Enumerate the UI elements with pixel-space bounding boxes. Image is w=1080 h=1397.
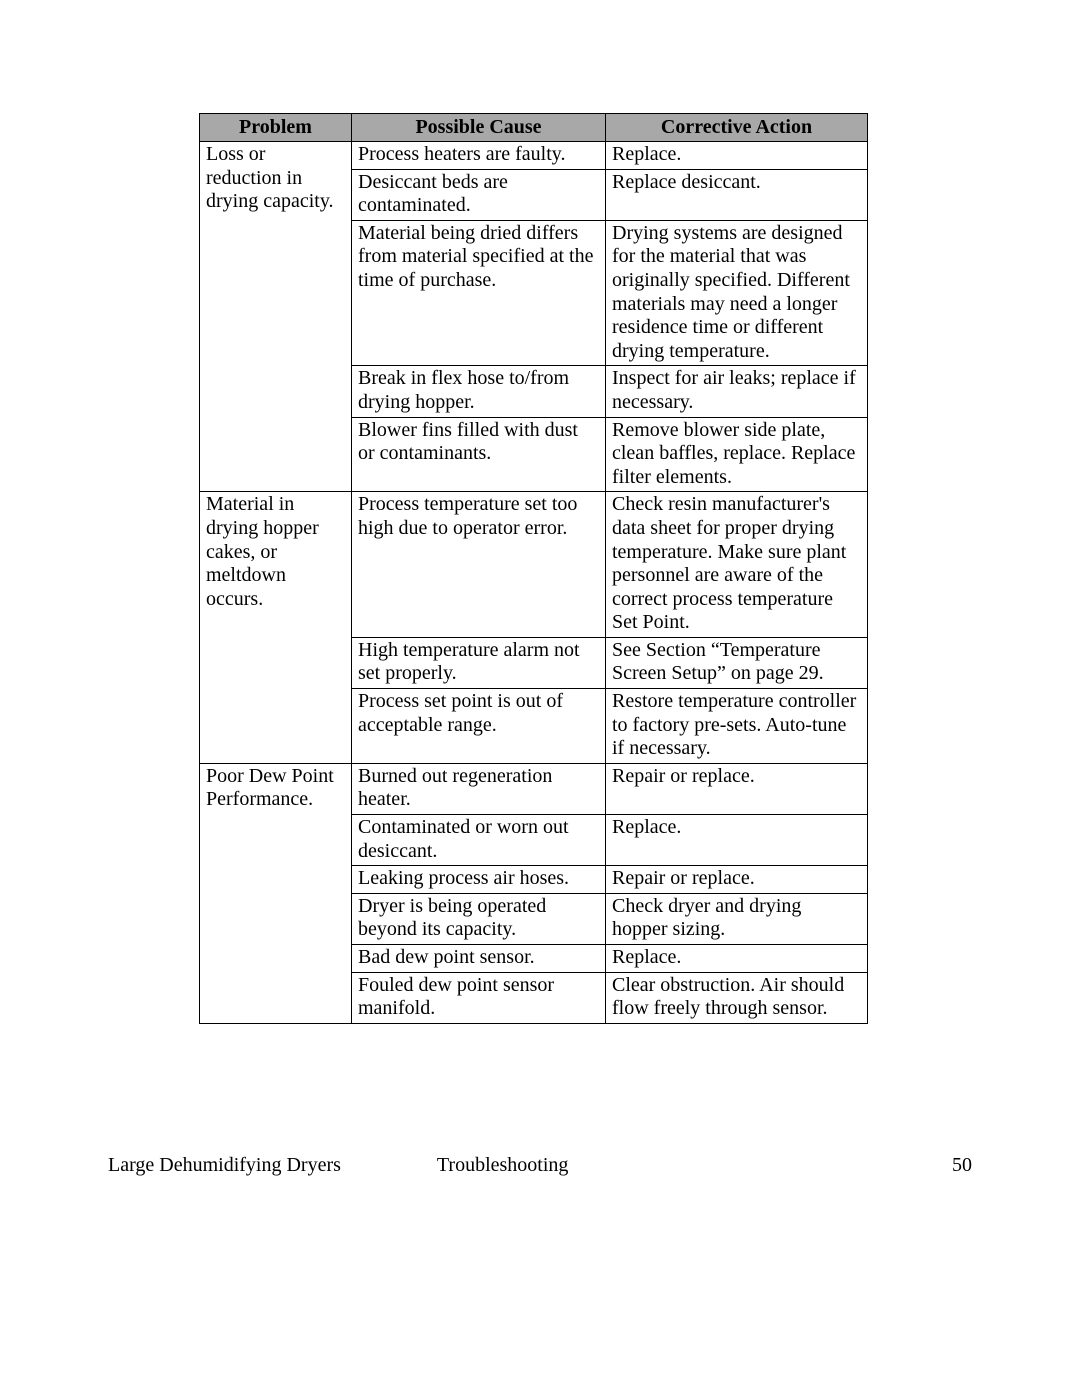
cell-cause: Desiccant beds are contaminated. [352, 169, 606, 220]
footer-page-number: 50 [932, 1154, 972, 1177]
table-row: Loss or reduction in drying capacity.Pro… [200, 142, 868, 170]
cell-cause: Process set point is out of acceptable r… [352, 689, 606, 764]
table-row: Poor Dew Point Performance.Burned out re… [200, 763, 868, 814]
cell-cause: Dryer is being operated beyond its capac… [352, 893, 606, 944]
troubleshooting-table: Problem Possible Cause Corrective Action… [199, 113, 868, 1024]
cell-cause: Process temperature set too high due to … [352, 492, 606, 638]
cell-action: See Section “Temperature Screen Setup” o… [606, 637, 868, 688]
cell-cause: Leaking process air hoses. [352, 866, 606, 894]
col-header-problem: Problem [200, 114, 352, 142]
cell-cause: Break in flex hose to/from drying hopper… [352, 366, 606, 417]
table-body: Loss or reduction in drying capacity.Pro… [200, 142, 868, 1024]
col-header-action: Corrective Action [606, 114, 868, 142]
cell-cause: Burned out regeneration heater. [352, 763, 606, 814]
cell-action: Repair or replace. [606, 763, 868, 814]
cell-action: Inspect for air leaks; replace if necess… [606, 366, 868, 417]
cell-cause: Contaminated or worn out desiccant. [352, 815, 606, 866]
document-page: Problem Possible Cause Corrective Action… [0, 0, 1080, 1397]
col-header-cause: Possible Cause [352, 114, 606, 142]
cell-action: Replace. [606, 945, 868, 973]
cell-action: Check resin manufacturer's data sheet fo… [606, 492, 868, 638]
footer-doc-title: Large Dehumidifying Dryers [108, 1154, 341, 1177]
cell-action: Drying systems are designed for the mate… [606, 220, 868, 366]
cell-problem: Poor Dew Point Performance. [200, 763, 352, 1023]
cell-action: Check dryer and drying hopper sizing. [606, 893, 868, 944]
cell-action: Replace. [606, 815, 868, 866]
cell-cause: Fouled dew point sensor manifold. [352, 972, 606, 1023]
cell-cause: Process heaters are faulty. [352, 142, 606, 170]
cell-cause: Bad dew point sensor. [352, 945, 606, 973]
cell-action: Clear obstruction. Air should flow freel… [606, 972, 868, 1023]
cell-cause: Material being dried differs from materi… [352, 220, 606, 366]
table-header-row: Problem Possible Cause Corrective Action [200, 114, 868, 142]
cell-action: Restore temperature controller to factor… [606, 689, 868, 764]
troubleshooting-table-wrap: Problem Possible Cause Corrective Action… [199, 113, 867, 1024]
table-row: Material in drying hopper cakes, or melt… [200, 492, 868, 638]
cell-action: Replace. [606, 142, 868, 170]
cell-action: Repair or replace. [606, 866, 868, 894]
cell-action: Remove blower side plate, clean baffles,… [606, 417, 868, 492]
cell-cause: High temperature alarm not set properly. [352, 637, 606, 688]
cell-cause: Blower fins filled with dust or contamin… [352, 417, 606, 492]
cell-action: Replace desiccant. [606, 169, 868, 220]
cell-problem: Material in drying hopper cakes, or melt… [200, 492, 352, 764]
cell-problem: Loss or reduction in drying capacity. [200, 142, 352, 492]
page-footer: Large Dehumidifying Dryers Troubleshooti… [108, 1154, 972, 1177]
footer-section: Troubleshooting [341, 1154, 932, 1177]
